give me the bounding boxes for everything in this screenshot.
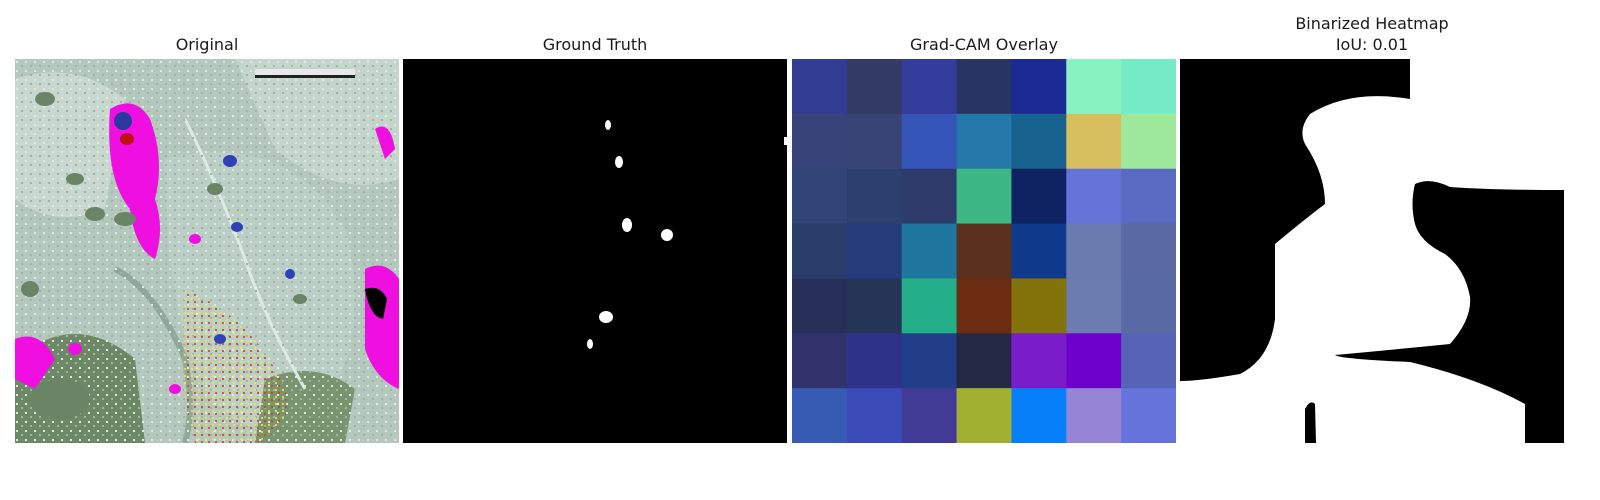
binarized-title: Binarized Heatmap xyxy=(1295,14,1449,33)
gradcam-cell xyxy=(1066,59,1122,115)
gradcam-cell xyxy=(1066,333,1122,389)
gt-spot xyxy=(605,120,611,130)
original-title: Original xyxy=(175,35,239,54)
ground-truth-mask xyxy=(403,59,787,443)
gradcam-cell xyxy=(901,59,958,115)
gradcam-cell xyxy=(792,168,848,225)
gradcam-cell xyxy=(1011,59,1067,115)
gt-spot xyxy=(615,156,623,168)
heatmap-dark-bottom xyxy=(1305,402,1316,443)
gradcam-cell xyxy=(956,59,1012,115)
heatmap-dark-left xyxy=(1180,59,1410,381)
ground-truth-title: Ground Truth xyxy=(542,35,648,54)
gradcam-cell xyxy=(1011,278,1067,334)
gradcam-cell xyxy=(1066,113,1122,170)
heatmap-dark-right xyxy=(1335,181,1564,443)
gradcam-cell xyxy=(901,168,958,225)
gradcam-cell xyxy=(792,223,848,279)
original-panel: Original xyxy=(15,0,399,500)
gradcam-cell xyxy=(1066,223,1122,279)
gradcam-cell xyxy=(846,333,903,389)
gradcam-cell xyxy=(846,223,903,279)
gradcam-cell xyxy=(1121,223,1176,279)
gradcam-cell xyxy=(956,278,1012,334)
iou-label: IoU: 0.01 xyxy=(1335,35,1409,54)
gradcam-cell xyxy=(956,388,1012,443)
gradcam-cell xyxy=(792,113,848,170)
gradcam-cell xyxy=(1066,278,1122,334)
gradcam-cell xyxy=(956,113,1012,170)
gradcam-cell xyxy=(1066,388,1122,443)
binarized-panel: Binarized Heatmap IoU: 0.01 xyxy=(1180,0,1564,500)
gt-spot xyxy=(784,137,787,145)
gt-spot xyxy=(599,311,613,323)
gradcam-cell xyxy=(1011,223,1067,279)
gradcam-title: Grad-CAM Overlay xyxy=(910,35,1058,54)
gradcam-cell xyxy=(1011,333,1067,389)
gradcam-cell xyxy=(901,223,958,279)
binarized-heatmap xyxy=(1180,59,1564,443)
gradcam-cell xyxy=(1121,168,1176,225)
gradcam-cell xyxy=(846,168,903,225)
gradcam-cell xyxy=(792,278,848,334)
gradcam-cell xyxy=(1121,278,1176,334)
gradcam-cell xyxy=(846,388,903,443)
gradcam-cell xyxy=(956,333,1012,389)
ground-truth-panel: Ground Truth xyxy=(403,0,787,500)
gradcam-cell xyxy=(792,388,848,443)
gradcam-panel: Grad-CAM Overlay xyxy=(792,0,1176,500)
gradcam-cell xyxy=(901,278,958,334)
gradcam-cell xyxy=(1121,333,1176,389)
gradcam-cell xyxy=(792,333,848,389)
gradcam-cell xyxy=(901,113,958,170)
gradcam-cell xyxy=(956,223,1012,279)
original-image xyxy=(15,59,399,443)
gradcam-overlay xyxy=(792,59,1176,443)
gradcam-cell xyxy=(1011,388,1067,443)
gradcam-cell xyxy=(901,333,958,389)
gradcam-cell xyxy=(846,278,903,334)
gradcam-cell xyxy=(1121,113,1176,170)
gradcam-cell xyxy=(901,388,958,443)
gt-spot xyxy=(661,229,673,241)
gradcam-cell xyxy=(1066,168,1122,225)
gradcam-cell xyxy=(1011,113,1067,170)
gradcam-cell xyxy=(1011,168,1067,225)
gt-spot xyxy=(587,339,593,349)
gt-spot xyxy=(622,218,632,232)
gradcam-cell xyxy=(846,113,903,170)
gradcam-cell xyxy=(846,59,903,115)
gradcam-cell xyxy=(792,59,848,115)
gradcam-cell xyxy=(956,168,1012,225)
gradcam-cell xyxy=(1121,388,1176,443)
gradcam-cell xyxy=(1121,59,1176,115)
